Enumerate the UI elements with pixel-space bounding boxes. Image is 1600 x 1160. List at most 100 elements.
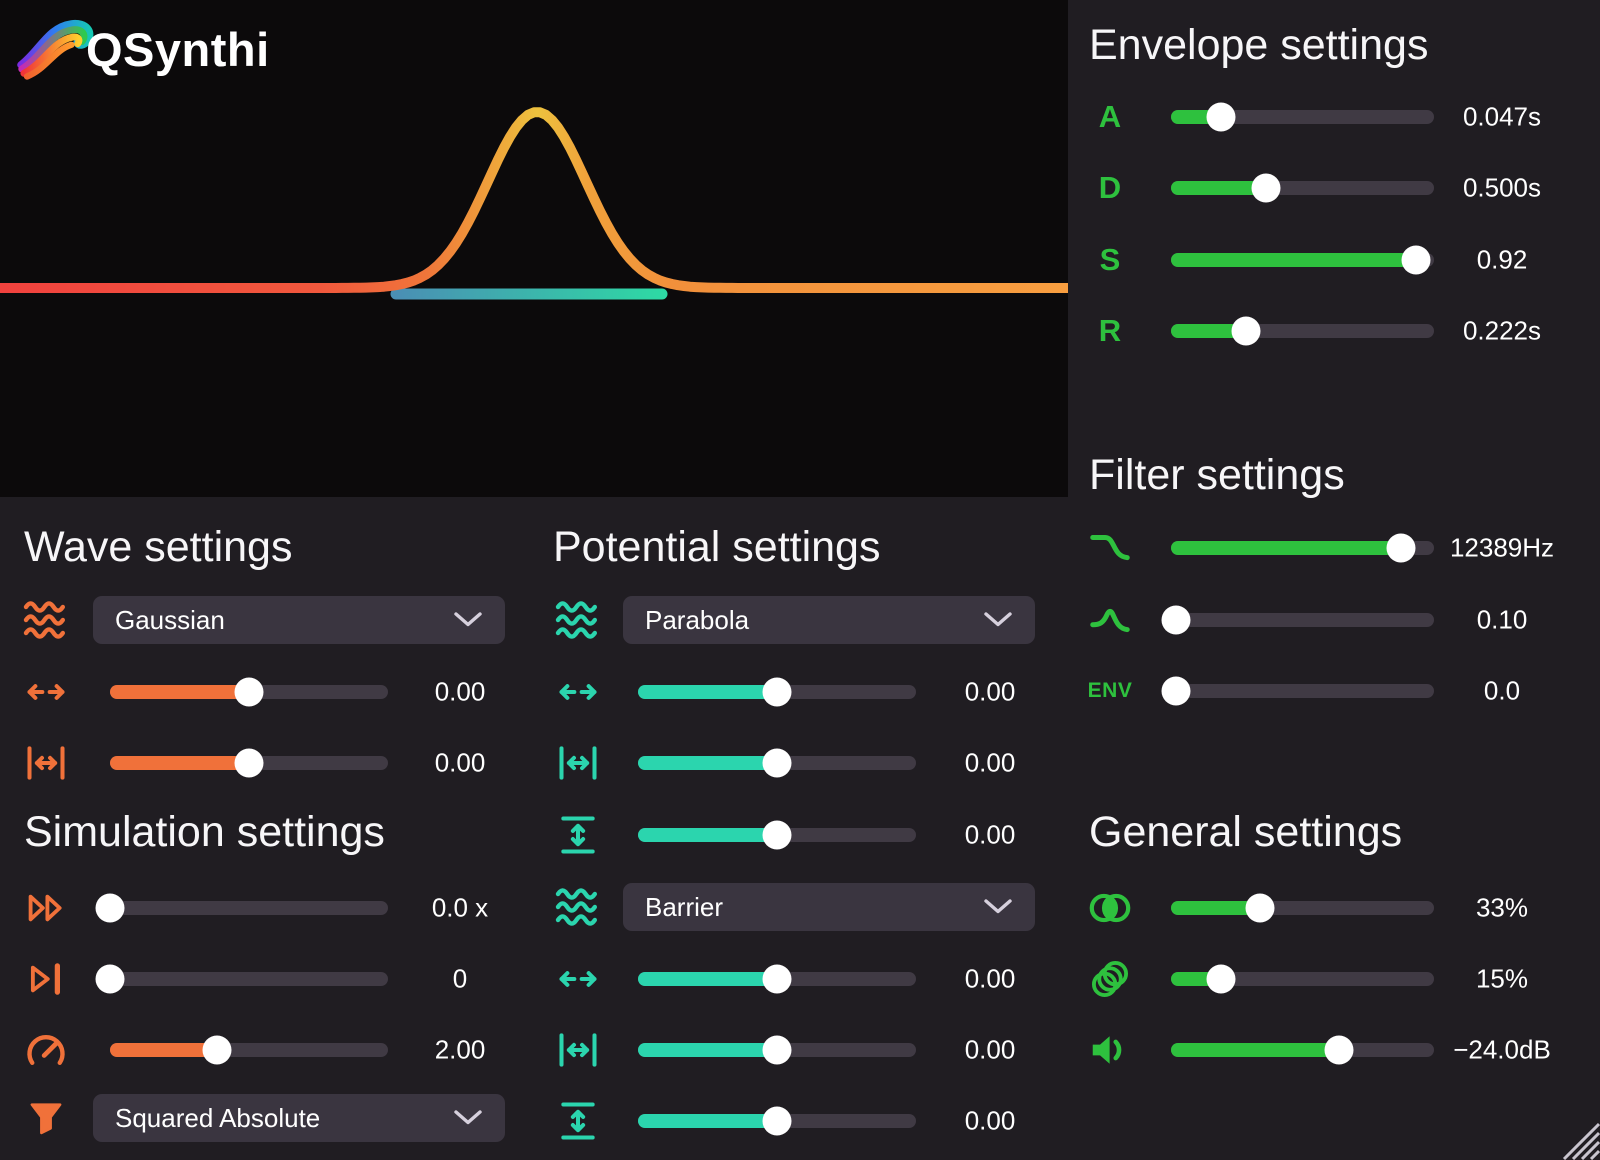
slider-thumb[interactable] — [762, 820, 792, 850]
qsynthi-logo-icon — [17, 19, 94, 80]
resonance-slider[interactable] — [1161, 605, 1434, 635]
height-icon — [554, 1097, 602, 1145]
env-amount-label: ENV — [1087, 679, 1133, 702]
slider-fill — [1171, 901, 1261, 915]
display-filter-icon — [22, 1094, 70, 1142]
env-amount-value: 0.0 — [1483, 675, 1521, 706]
slider-thumb[interactable] — [1161, 676, 1191, 706]
slider-fill — [1171, 1043, 1340, 1057]
cutoff-slider[interactable] — [1171, 533, 1434, 563]
speed-slider[interactable] — [95, 893, 388, 923]
slider-thumb[interactable] — [762, 1035, 792, 1065]
accuracy-value: 2.00 — [434, 1034, 486, 1065]
slider-thumb[interactable] — [762, 964, 792, 994]
slider-thumb[interactable] — [95, 893, 125, 923]
potential-offset-value: 0.00 — [964, 676, 1016, 707]
barrier-type-dropdown[interactable]: Barrier — [623, 883, 1035, 931]
display-mode-value: Squared Absolute — [115, 1102, 321, 1133]
slider-thumb[interactable] — [1245, 893, 1275, 923]
speed-gauge-icon — [22, 1026, 70, 1074]
potential-offset-slider[interactable] — [638, 677, 916, 707]
slider-thumb[interactable] — [1206, 102, 1236, 132]
wave-width-value: 0.00 — [434, 747, 486, 778]
barrier-offset-value: 0.00 — [964, 963, 1016, 994]
slider-thumb[interactable] — [762, 1106, 792, 1136]
release-slider[interactable] — [1171, 316, 1434, 346]
wave-offset-value: 0.00 — [434, 676, 486, 707]
decay-value: 0.500s — [1462, 172, 1542, 203]
sustain-slider[interactable] — [1171, 245, 1434, 275]
mix-slider[interactable] — [1171, 893, 1434, 923]
step-value: 0 — [452, 963, 468, 994]
volume-value: −24.0dB — [1453, 1034, 1551, 1065]
barrier-offset-slider[interactable] — [638, 964, 916, 994]
potential-type-dropdown[interactable]: Parabola — [623, 596, 1035, 644]
sustain-label: S — [1099, 242, 1121, 277]
wave-type-value: Gaussian — [115, 604, 225, 635]
potential-height-slider[interactable] — [638, 820, 916, 850]
envelope-decay-row: D 0.500s — [0, 164, 1600, 212]
slider-fill — [1171, 253, 1416, 267]
slider-thumb[interactable] — [1324, 1035, 1354, 1065]
wave-width-row: 0.00 — [0, 739, 1600, 787]
wave-offset-slider[interactable] — [110, 677, 388, 707]
slider-thumb[interactable] — [1251, 173, 1281, 203]
offset-arrows-icon — [22, 668, 70, 716]
reverb-icon — [1080, 955, 1140, 1003]
volume-icon — [1080, 1026, 1140, 1074]
mix-icon — [1080, 884, 1140, 932]
sustain-value: 0.92 — [1476, 244, 1528, 275]
filter-cutoff-row: 12389Hz — [0, 524, 1600, 572]
speed-value: 0.0 x — [431, 892, 489, 923]
wave-type-dropdown[interactable]: Gaussian — [93, 596, 505, 644]
slider-thumb[interactable] — [234, 748, 264, 778]
potential-offset-row: 0.00 — [0, 668, 1600, 716]
slider-fill — [638, 685, 777, 699]
wave-width-slider[interactable] — [110, 748, 388, 778]
reverb-slider[interactable] — [1171, 964, 1434, 994]
barrier-height-row: 0.00 — [0, 1097, 1600, 1145]
slider-thumb[interactable] — [1386, 533, 1416, 563]
slider-fill — [638, 1114, 777, 1128]
release-value: 0.222s — [1462, 315, 1542, 346]
potential-type-value: Parabola — [645, 604, 750, 635]
barrier-offset-row: 0.00 — [0, 955, 1600, 1003]
barrier-height-slider[interactable] — [638, 1106, 916, 1136]
slider-fill — [1171, 181, 1266, 195]
attack-label: A — [1098, 99, 1122, 134]
potential-width-slider[interactable] — [638, 748, 916, 778]
attack-slider[interactable] — [1171, 102, 1434, 132]
barrier-width-slider[interactable] — [638, 1035, 916, 1065]
resize-handle[interactable] — [1552, 1112, 1600, 1160]
waves-icon — [554, 596, 602, 644]
slider-thumb[interactable] — [95, 964, 125, 994]
offset-arrows-icon — [554, 955, 602, 1003]
width-icon — [554, 739, 602, 787]
fast-forward-icon — [22, 884, 70, 932]
step-slider[interactable] — [95, 964, 388, 994]
env-amount-slider[interactable] — [1161, 676, 1434, 706]
wave-curve — [0, 107, 1068, 293]
potential-width-row: 0.00 — [0, 739, 1600, 787]
slider-thumb[interactable] — [1206, 964, 1236, 994]
slider-fill — [638, 1043, 777, 1057]
waves-icon — [22, 596, 70, 644]
chevron-down-icon — [983, 898, 1013, 916]
simulation-accuracy-row: 2.00 — [0, 1026, 1600, 1074]
display-mode-dropdown[interactable]: Squared Absolute — [93, 1094, 505, 1142]
volume-slider[interactable] — [1171, 1035, 1434, 1065]
potential-width-value: 0.00 — [964, 747, 1016, 778]
wave-settings-title: Wave settings — [24, 523, 293, 571]
decay-slider[interactable] — [1171, 173, 1434, 203]
wave-type-row: Gaussian — [0, 596, 1600, 644]
envelope-settings-title: Envelope settings — [1089, 21, 1429, 69]
slider-thumb[interactable] — [234, 677, 264, 707]
slider-thumb[interactable] — [1401, 245, 1431, 275]
slider-thumb[interactable] — [762, 748, 792, 778]
slider-thumb[interactable] — [762, 677, 792, 707]
slider-thumb[interactable] — [1161, 605, 1191, 635]
accuracy-slider[interactable] — [110, 1035, 388, 1065]
cutoff-value: 12389Hz — [1449, 532, 1555, 563]
slider-thumb[interactable] — [202, 1035, 232, 1065]
slider-thumb[interactable] — [1231, 316, 1261, 346]
